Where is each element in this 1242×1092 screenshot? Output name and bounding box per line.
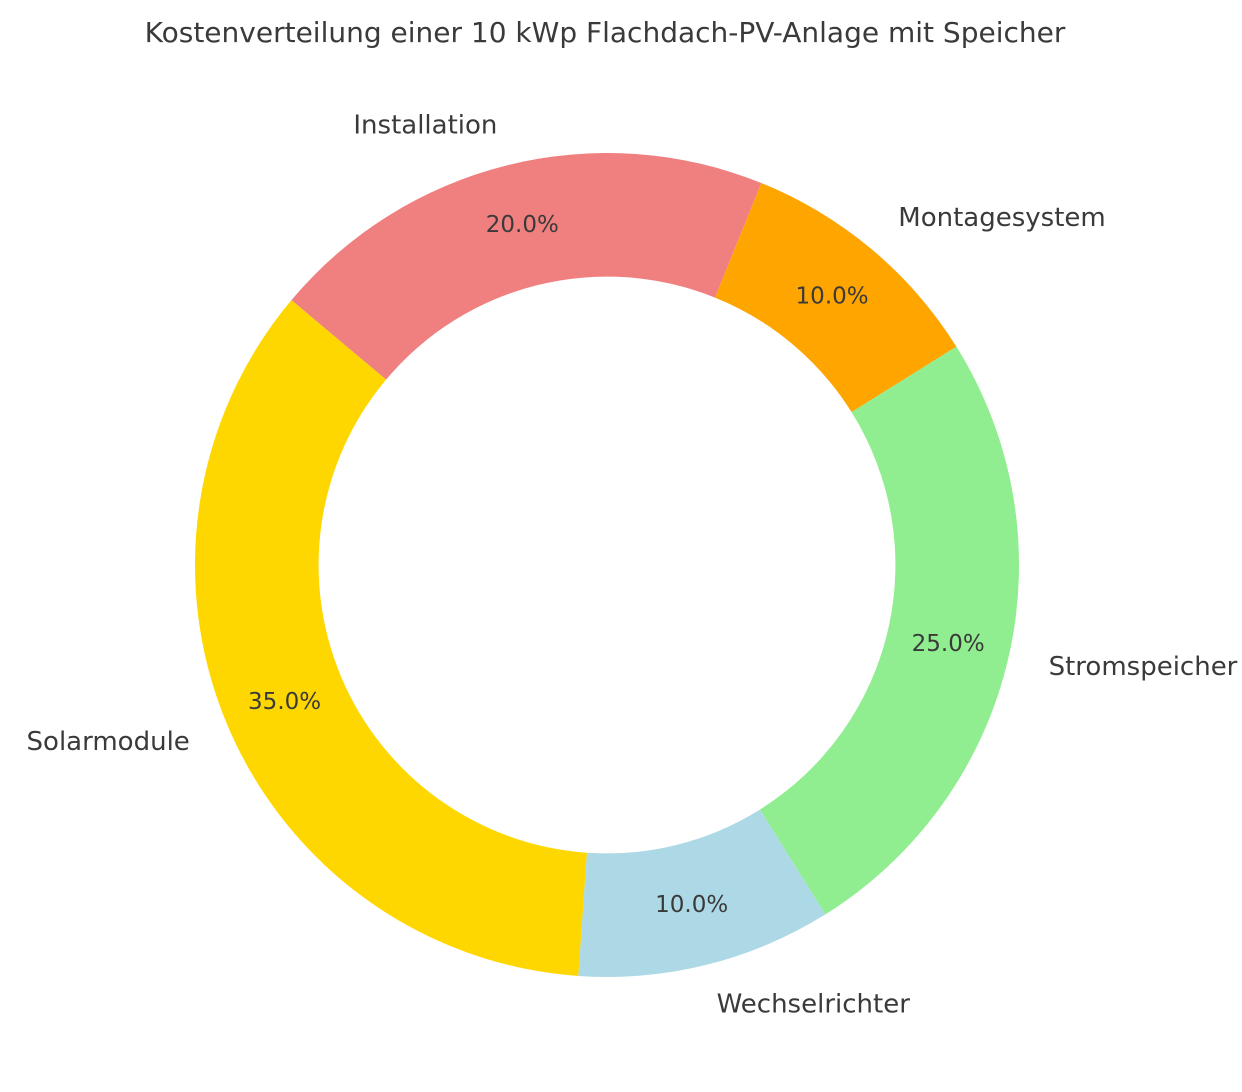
slice-label-solarmodule: Solarmodule (27, 727, 190, 757)
pie-slice-solarmodule (194, 300, 587, 976)
slice-label-stromspeicher: Stromspeicher (1049, 652, 1238, 682)
slice-label-montagesystem: Montagesystem (898, 203, 1105, 233)
slice-pct-label-wechselrichter: 10.0% (655, 892, 728, 918)
chart-title: Kostenverteilung einer 10 kWp Flachdach-… (144, 16, 1066, 49)
pie-slice-installation (291, 152, 762, 380)
slice-label-installation: Installation (353, 110, 497, 140)
pie-slice-wechselrichter (578, 809, 826, 978)
slice-label-wechselrichter: Wechselrichter (717, 990, 911, 1020)
slice-pct-label-stromspeicher: 25.0% (912, 631, 985, 657)
slice-pct-label-montagesystem: 10.0% (796, 284, 869, 310)
slice-pct-label-installation: 20.0% (486, 212, 559, 238)
pie-slice-stromspeicher (759, 346, 1020, 915)
pie-slice-montagesystem (715, 183, 957, 413)
slice-pct-label-solarmodule: 35.0% (248, 689, 321, 715)
